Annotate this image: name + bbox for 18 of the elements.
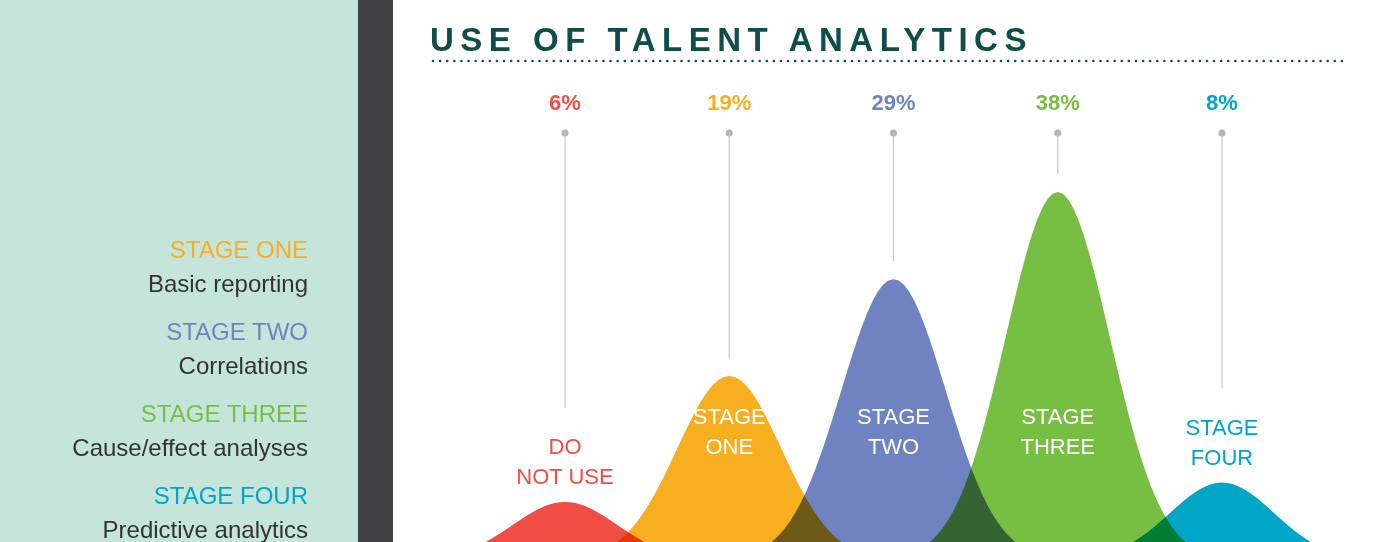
text: STAGE TWO xyxy=(166,318,308,345)
text: STAGE THREE xyxy=(140,400,308,427)
data-label: 38% xyxy=(1035,90,1080,115)
data-label: 29% xyxy=(871,90,916,115)
category-label: DO NOT USE xyxy=(516,433,614,489)
data-label: 6% xyxy=(549,90,581,115)
category-label: STAGE TWO xyxy=(857,404,930,459)
data-label: 8% xyxy=(1206,90,1238,115)
text: Cause/effect analyses xyxy=(72,434,308,461)
text: Correlations xyxy=(178,352,308,379)
category-label: STAGE ONE xyxy=(692,404,766,459)
data-label: 19% xyxy=(707,90,752,115)
text: USE OF TALENT ANALYTICS xyxy=(430,21,1033,58)
category-label: STAGE THREE xyxy=(1020,404,1096,459)
text: Basic reporting xyxy=(147,270,308,297)
text: STAGE ONE xyxy=(169,236,308,263)
text: STAGE FOUR xyxy=(153,482,308,509)
category-label: STAGE FOUR xyxy=(1185,414,1259,470)
